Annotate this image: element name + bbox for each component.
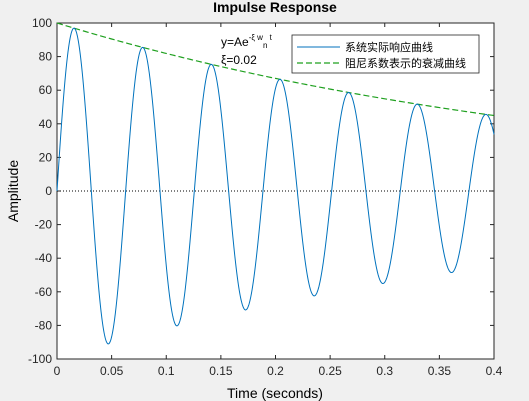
x-tick-label: 0 xyxy=(54,364,61,378)
y-tick-label: 60 xyxy=(39,83,53,97)
equation-base: y=Ae xyxy=(221,35,249,49)
y-axis-ticks: 100 80 60 40 20 0 -20 -40 -60 -80 -100 xyxy=(28,16,494,366)
equation-tail: t xyxy=(267,33,272,42)
y-tick-label: 80 xyxy=(39,50,53,64)
x-tick-label: 0.4 xyxy=(486,364,503,378)
y-tick-label: 100 xyxy=(32,16,52,30)
y-tick-label: -80 xyxy=(35,318,53,332)
x-tick-label: 0.15 xyxy=(209,364,233,378)
equation-sub: n xyxy=(263,41,267,50)
x-tick-label: 0.2 xyxy=(267,364,284,378)
x-tick-label: 0.35 xyxy=(428,364,452,378)
y-tick-label: -100 xyxy=(28,352,52,366)
equation-sup: -ξ w xyxy=(249,33,263,42)
x-tick-label: 0.1 xyxy=(158,364,175,378)
y-tick-label: 40 xyxy=(39,117,53,131)
x-axis-ticks: 0 0.05 0.1 0.15 0.2 0.25 0.3 0.35 0.4 xyxy=(54,23,503,378)
legend-label-envelope: 阻尼系数表示的衰减曲线 xyxy=(345,56,466,70)
y-tick-label: -20 xyxy=(35,218,53,232)
equation-annotation: y=Ae-ξ wn t ξ=0.02 xyxy=(221,33,273,67)
damping-ratio-label: ξ=0.02 xyxy=(221,53,257,67)
legend-box xyxy=(291,34,480,74)
y-tick-label: 20 xyxy=(39,150,53,164)
y-axis-label: Amplitude xyxy=(5,160,21,222)
y-tick-label: -40 xyxy=(35,251,53,265)
x-axis-label: Time (seconds) xyxy=(227,385,323,401)
chart-title: Impulse Response xyxy=(213,0,337,15)
x-tick-label: 0.3 xyxy=(376,364,393,378)
legend-label-response: 系统实际响应曲线 xyxy=(345,40,433,54)
envelope-line xyxy=(56,22,495,117)
plot-area xyxy=(56,22,495,360)
legend: 系统实际响应曲线 阻尼系数表示的衰减曲线 xyxy=(291,34,480,74)
x-tick-label: 0.25 xyxy=(318,364,342,378)
series-layer xyxy=(56,22,495,345)
y-tick-label: -60 xyxy=(35,285,53,299)
response-line xyxy=(56,27,495,345)
x-tick-label: 0.05 xyxy=(100,364,124,378)
y-tick-label: 0 xyxy=(45,184,52,198)
svg-text:y=Ae-ξ wn t: y=Ae-ξ wn t xyxy=(221,33,273,50)
